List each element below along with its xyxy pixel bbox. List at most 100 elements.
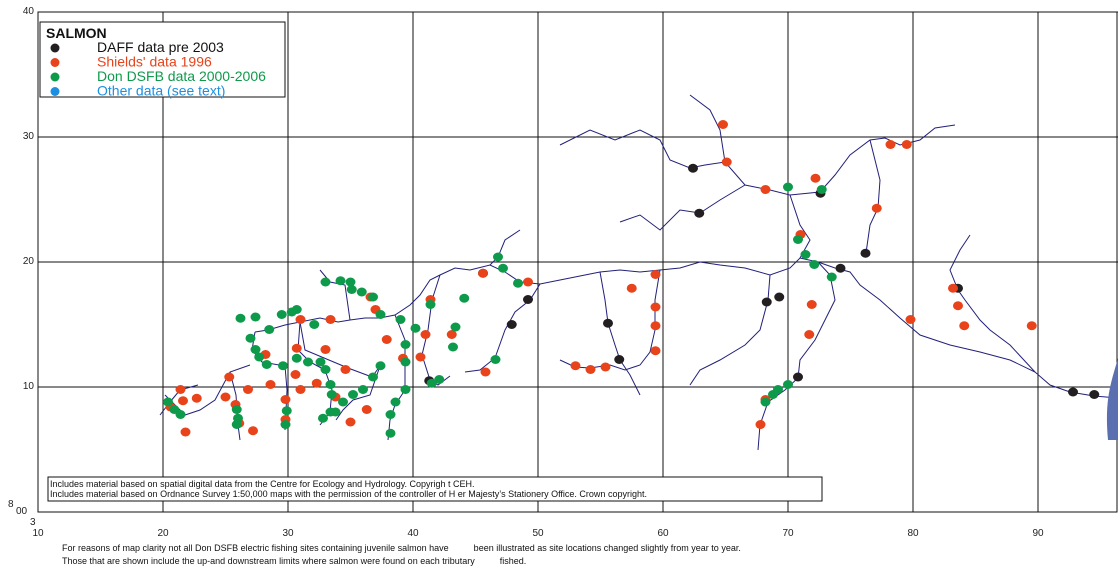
x-tick-label: 10 [32, 528, 44, 539]
survey-point [905, 315, 916, 324]
survey-point [311, 378, 322, 388]
survey-point [694, 208, 705, 218]
survey-point [381, 335, 392, 344]
x-tick-label: 90 [1032, 528, 1044, 539]
survey-point [290, 370, 301, 379]
y-tick-label: 10 [23, 381, 35, 392]
survey-point [523, 295, 533, 304]
x-tick-label: 70 [782, 528, 794, 539]
legend-box [39, 21, 286, 98]
survey-point [358, 385, 368, 394]
survey-point [774, 292, 785, 302]
survey-point [243, 385, 253, 394]
survey-point [400, 385, 411, 394]
survey-point [248, 426, 258, 436]
survey-point [400, 357, 411, 367]
river [559, 269, 661, 371]
footnote: Those that are shown include the up-and … [62, 556, 526, 566]
survey-point [959, 321, 970, 331]
river [421, 274, 451, 386]
survey-point [320, 277, 331, 287]
survey-point [420, 330, 431, 339]
rivers [159, 94, 1118, 451]
notes-box [47, 476, 823, 502]
survey-point [254, 352, 265, 362]
survey-point [448, 342, 458, 352]
river [949, 234, 1036, 373]
survey-point [191, 393, 202, 403]
survey-point [718, 120, 728, 129]
survey-point [309, 320, 320, 329]
river [319, 269, 351, 321]
survey-point [231, 405, 242, 414]
survey-point [291, 305, 302, 314]
x-tick-label: 30 [282, 528, 294, 539]
river [559, 129, 811, 259]
survey-point [320, 345, 331, 354]
survey-point [345, 277, 356, 287]
river [387, 314, 406, 441]
survey-point [276, 310, 287, 319]
river [489, 229, 521, 266]
survey-point [760, 185, 771, 194]
corner-label: 3 [30, 517, 36, 528]
legend-title: SALMON [46, 25, 107, 41]
survey-point [860, 248, 871, 258]
survey-point [175, 410, 186, 419]
river [757, 261, 836, 451]
survey-point [325, 315, 336, 324]
survey-point [804, 330, 815, 339]
legend-marker [50, 43, 60, 53]
survey-point [721, 157, 732, 167]
legend-marker [50, 87, 60, 96]
river [689, 94, 726, 163]
survey-point [318, 413, 328, 423]
survey-point [163, 397, 173, 407]
survey-point [295, 385, 306, 394]
survey-point [650, 302, 661, 312]
survey-point [281, 406, 292, 416]
survey-point [835, 263, 846, 273]
survey-point [326, 390, 337, 399]
legend-marker [50, 72, 60, 82]
survey-points [163, 120, 1100, 438]
survey-point [265, 380, 276, 389]
survey-point [245, 333, 256, 343]
survey-point [450, 322, 461, 332]
survey-point [368, 372, 378, 382]
survey-point [175, 385, 186, 394]
survey-point [345, 417, 356, 427]
river [619, 184, 746, 231]
survey-point [614, 355, 625, 364]
survey-point [426, 378, 437, 388]
survey-point [348, 390, 358, 399]
survey-point [361, 405, 372, 414]
survey-point [291, 353, 302, 363]
survey-point [291, 343, 302, 353]
survey-point [264, 325, 275, 334]
survey-point [400, 340, 411, 349]
legend-label: DAFF data pre 2003 [97, 39, 224, 55]
survey-point [235, 313, 246, 323]
survey-point [1089, 390, 1100, 399]
survey-point [816, 185, 827, 194]
survey-point [261, 360, 272, 369]
survey-point [783, 380, 793, 389]
survey-point [478, 268, 488, 278]
survey-point [180, 427, 191, 437]
survey-point [415, 352, 426, 362]
survey-point [506, 320, 517, 329]
survey-point [570, 361, 581, 371]
survey-point [603, 318, 613, 328]
survey-point [800, 250, 811, 259]
survey-point [885, 140, 896, 149]
survey-point [220, 392, 231, 402]
survey-point [250, 312, 261, 322]
survey-point [224, 372, 235, 382]
x-tick-label: 60 [657, 528, 669, 539]
survey-point [178, 396, 188, 406]
grid [37, 11, 1118, 512]
survey-point [385, 410, 396, 419]
survey-point [395, 315, 406, 324]
